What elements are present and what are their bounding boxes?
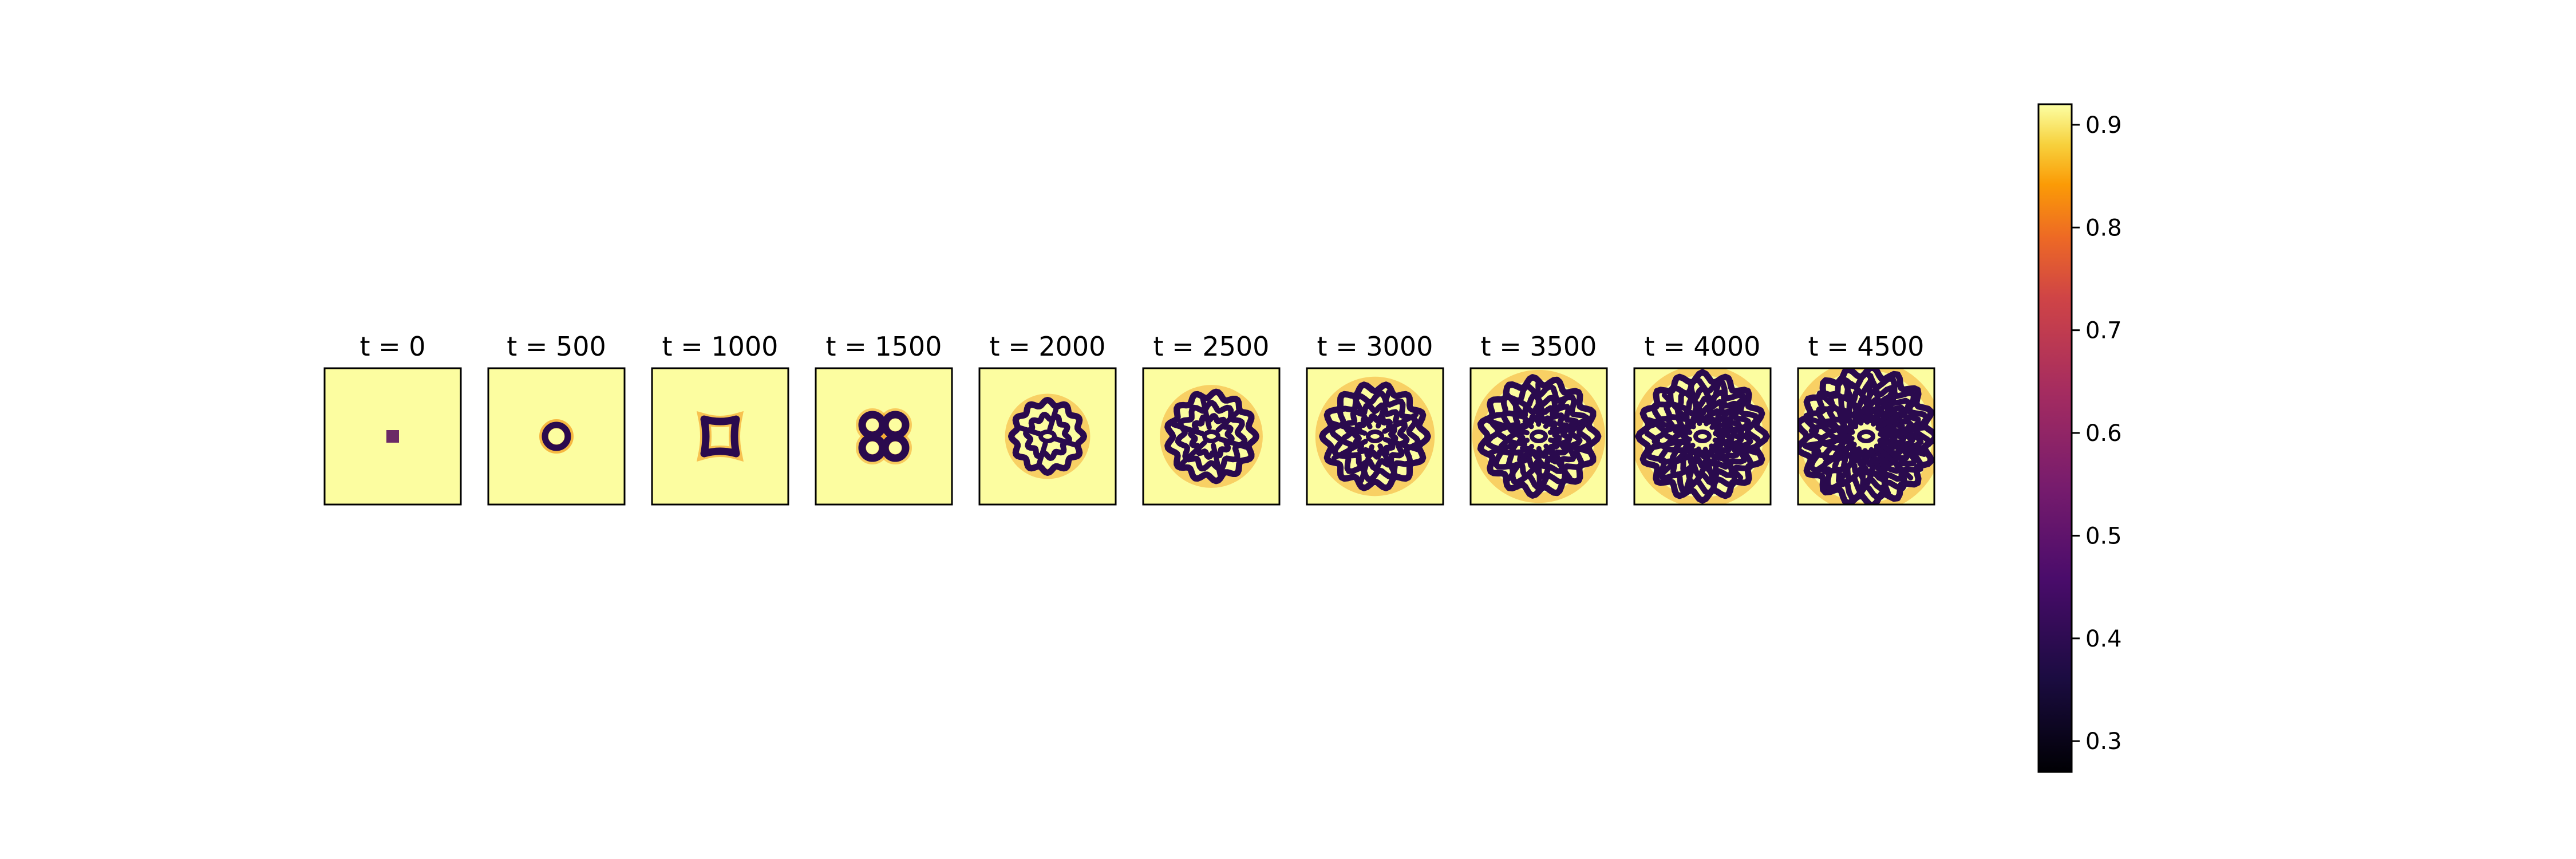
panel-frame [978,367,1117,506]
panel-t-3500: t = 3500 [1469,331,1608,506]
heatmap-image [652,368,788,505]
panel-t-0: t = 0 [323,331,462,506]
pattern [1160,385,1263,488]
panel-frame [323,367,462,506]
colorbar-tick-label: 0.4 [2085,626,2122,652]
panel-t-2500: t = 2500 [1142,331,1281,506]
colorbar-tick-label: 0.8 [2085,215,2122,241]
pattern [1005,393,1091,479]
pattern [696,411,744,462]
panel-t-4500: t = 4500 [1797,331,1935,506]
panel-title: t = 1000 [662,331,779,362]
pattern [386,430,399,443]
panel-title: t = 500 [507,331,606,362]
colorbar-frame [2037,103,2073,773]
panel-title: t = 0 [359,331,425,362]
panel-frame [651,367,789,506]
panel-title: t = 2500 [1153,331,1270,362]
panel-title: t = 3500 [1481,331,1597,362]
pattern [539,419,574,454]
pattern [856,408,912,464]
panel-frame [1142,367,1281,506]
panel-frame [1797,367,1935,506]
panel-title: t = 2000 [990,331,1106,362]
colorbar-tick-label: 0.9 [2085,112,2122,139]
panel-frame [815,367,953,506]
pattern [1315,376,1435,497]
panel-title: t = 4500 [1808,331,1925,362]
panel-title: t = 4000 [1645,331,1761,362]
colorbar-gradient [2038,104,2072,772]
seed-square [386,430,399,443]
colorbar-tick-label: 0.3 [2085,728,2122,755]
panel-frame [1469,367,1608,506]
colorbar: 0.3 0.4 0.5 0.6 0.7 0.8 0.9 [2037,103,2122,773]
pattern [1798,368,1934,505]
panel-frame [1633,367,1772,506]
heatmap-image [488,368,625,505]
colorbar-tick-label: 0.6 [2085,420,2122,447]
pattern [1634,368,1771,505]
panel-t-500: t = 500 [487,331,626,506]
heatmap-image [979,368,1116,505]
panel-frame [1306,367,1444,506]
panel-frame [487,367,626,506]
panel-t-4000: t = 4000 [1633,331,1772,506]
pattern [1472,369,1606,503]
panel-t-2000: t = 2000 [978,331,1117,506]
panel-t-1500: t = 1500 [815,331,953,506]
colorbar-tick-label: 0.5 [2085,523,2122,549]
panel-title: t = 3000 [1317,331,1433,362]
panels-group: t = 0 t = 500 t = 1000 t = 1500 t = 2000 t = … [323,331,1935,506]
panel-title: t = 1500 [826,331,942,362]
colorbar-tick-label: 0.7 [2085,318,2122,344]
panel-t-3000: t = 3000 [1306,331,1444,506]
panel-t-1000: t = 1000 [651,331,789,506]
